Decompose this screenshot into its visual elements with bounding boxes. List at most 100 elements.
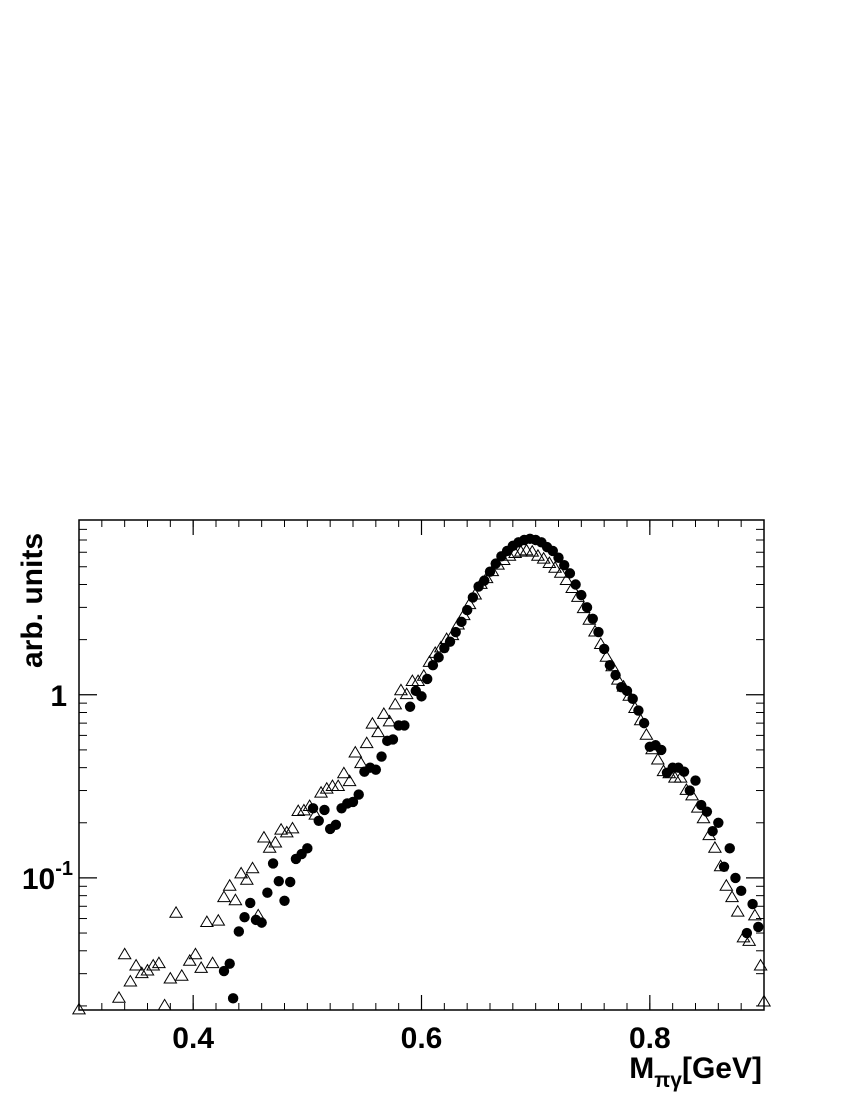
triangle-point	[168, 905, 184, 918]
triangle-point	[525, 544, 540, 557]
circle-point	[553, 552, 564, 563]
triangle-point	[348, 745, 363, 758]
triangle-point	[365, 716, 380, 729]
triangle-point	[342, 774, 357, 787]
circle-point	[684, 785, 695, 796]
y-axis-title: arb. units	[16, 533, 49, 668]
circle-point	[330, 819, 342, 830]
circle-point	[730, 872, 741, 884]
circle-point	[598, 643, 610, 655]
circle-point	[224, 958, 235, 969]
circle-point	[239, 912, 250, 923]
circle-point	[273, 875, 284, 887]
circle-point	[593, 626, 604, 638]
triangle-point	[388, 697, 403, 710]
series-filled-circles	[218, 533, 764, 1004]
triangle-point	[313, 785, 329, 798]
circle-point	[370, 764, 382, 775]
triangle-point	[296, 803, 311, 816]
x-tick-label: 0.4	[172, 1022, 214, 1055]
x-axis-title: Mπγ[GeV]	[629, 1052, 762, 1092]
triangle-point	[71, 1002, 87, 1015]
circle-point	[267, 858, 279, 869]
triangle-point	[650, 752, 665, 765]
triangle-point	[291, 804, 306, 817]
triangle-point	[285, 821, 300, 834]
triangle-point	[719, 878, 734, 891]
triangle-point	[174, 968, 189, 981]
circle-point	[376, 751, 387, 762]
triangle-point	[707, 840, 722, 853]
circle-point	[701, 806, 713, 817]
triangle-point	[111, 990, 127, 1003]
circle-point	[233, 926, 245, 937]
triangle-point	[513, 544, 528, 557]
triangle-point	[599, 649, 614, 662]
triangle-point	[163, 971, 178, 984]
triangle-point	[194, 961, 209, 973]
circle-point	[678, 766, 690, 777]
circle-point	[279, 895, 290, 906]
triangle-point	[542, 556, 557, 569]
triangle-point	[239, 872, 254, 885]
x-tick-label: 0.8	[629, 1022, 671, 1055]
triangle-point	[696, 811, 711, 824]
plot-frame	[78, 519, 765, 1011]
y-tick-label: 10-1	[22, 858, 73, 896]
circle-point	[581, 602, 593, 613]
triangle-point	[256, 830, 272, 843]
triangle-point	[134, 966, 149, 979]
triangle-point	[753, 958, 768, 971]
circle-point	[262, 887, 273, 898]
circle-point	[718, 861, 730, 872]
circle-point	[450, 626, 461, 638]
triangle-point	[279, 825, 294, 838]
triangle-point	[393, 683, 409, 696]
triangle-point	[199, 915, 214, 928]
triangle-point	[234, 866, 249, 879]
circle-point	[713, 817, 724, 828]
circle-point	[256, 917, 267, 928]
x-tick-label: 0.6	[401, 1022, 443, 1055]
triangle-point	[399, 687, 414, 700]
circle-point	[285, 876, 296, 888]
circle-point	[490, 558, 501, 569]
circle-point	[319, 804, 330, 816]
triangle-point	[530, 548, 546, 561]
circle-point	[347, 796, 359, 808]
circle-point	[302, 843, 313, 854]
triangle-point	[211, 913, 226, 926]
triangle-point	[371, 725, 386, 738]
circle-point	[387, 734, 399, 745]
triangle-point	[188, 947, 203, 960]
circle-point	[690, 775, 701, 786]
circle-point	[753, 921, 764, 933]
triangle-point	[117, 947, 132, 960]
triangle-point	[182, 953, 197, 966]
circle-point	[456, 616, 467, 628]
triangle-point	[331, 779, 346, 792]
circle-point	[707, 825, 718, 837]
circle-point	[638, 717, 650, 729]
circle-point	[547, 545, 558, 557]
triangle-point	[742, 933, 757, 946]
circle-point	[218, 965, 230, 977]
triangle-point	[548, 560, 563, 573]
series-open-triangles	[71, 543, 772, 1015]
triangle-point	[216, 890, 232, 903]
triangle-point	[519, 543, 534, 556]
circle-point	[656, 744, 667, 756]
x-minor-ticks	[78, 520, 765, 1010]
triangle-point	[245, 861, 260, 874]
triangle-point	[724, 890, 740, 903]
circle-point	[467, 592, 479, 603]
x-axis-title-unit: [GeV]	[682, 1052, 762, 1085]
circle-point	[576, 589, 587, 601]
triangle-point	[228, 893, 243, 906]
circle-point	[404, 701, 416, 712]
circle-point	[484, 566, 496, 577]
circle-point	[570, 579, 581, 590]
triangle-point	[639, 727, 654, 740]
triangle-point	[157, 998, 172, 1011]
x-axis-title-subscript: πγ	[654, 1069, 682, 1092]
